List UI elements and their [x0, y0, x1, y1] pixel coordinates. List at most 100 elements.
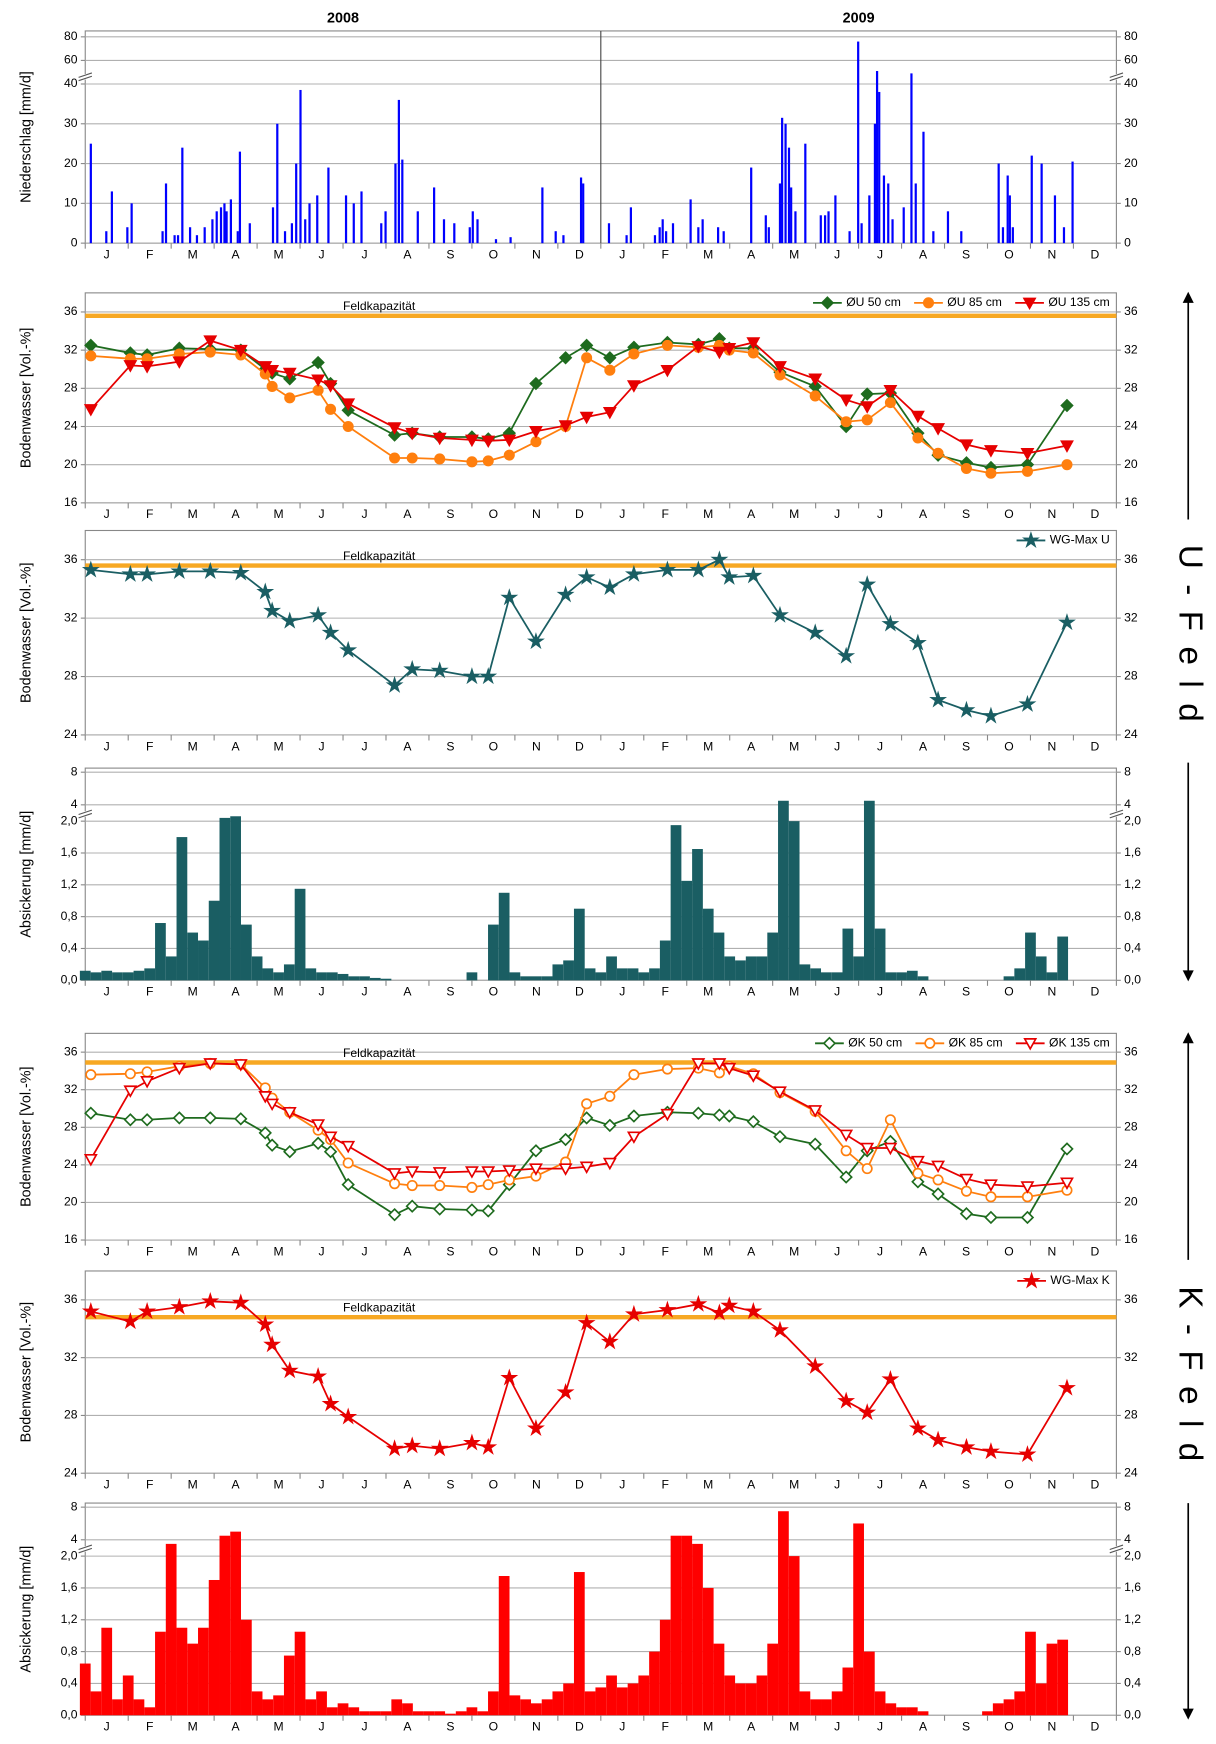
- axis-break: [78, 809, 93, 819]
- bar: [842, 1667, 854, 1716]
- bar: [821, 1699, 832, 1716]
- bar: [144, 1707, 156, 1716]
- bar: [573, 908, 585, 981]
- marker: [85, 350, 97, 362]
- bar: [283, 964, 295, 981]
- x-tick-label: F: [146, 739, 153, 753]
- marker: [138, 564, 157, 582]
- x-tick-label: M: [274, 507, 284, 521]
- x-tick-label: J: [834, 1478, 840, 1492]
- marker: [837, 646, 856, 664]
- marker: [839, 1170, 853, 1184]
- x-tick-label: A: [232, 985, 241, 999]
- bar: [750, 167, 753, 244]
- bar: [290, 223, 294, 244]
- marker: [883, 384, 898, 398]
- marker: [434, 453, 446, 465]
- x-tick-label: J: [834, 739, 840, 753]
- marker: [282, 1107, 297, 1120]
- marker: [265, 1138, 279, 1152]
- marker: [910, 410, 925, 424]
- x-tick-label: M: [703, 507, 713, 521]
- x-tick-label: A: [232, 1720, 241, 1734]
- y-tick-label: 2,0: [61, 1548, 78, 1562]
- bar: [195, 235, 199, 244]
- marker: [321, 623, 340, 641]
- plot-area: [84, 767, 1117, 981]
- x-tick-label: O: [489, 1720, 498, 1734]
- legend: WG-Max U: [1016, 531, 1110, 549]
- marker: [602, 406, 617, 420]
- legend-label: WG-Max K: [1050, 1273, 1109, 1287]
- marker: [529, 1144, 543, 1158]
- x-tick-label: N: [1048, 985, 1057, 999]
- marker: [773, 361, 787, 374]
- arrow-head: [1182, 1708, 1194, 1720]
- x-tick-label: O: [489, 739, 498, 753]
- bar: [273, 972, 284, 981]
- bar: [1006, 175, 1009, 244]
- x-tick-label: S: [446, 507, 454, 521]
- x-tick-label: S: [962, 1478, 970, 1492]
- bar: [316, 1691, 327, 1716]
- x-tick-label: F: [662, 1720, 669, 1734]
- x-tick-label: J: [877, 985, 883, 999]
- marker: [284, 392, 296, 404]
- marker: [808, 373, 823, 387]
- marker: [626, 380, 641, 393]
- bar: [187, 932, 199, 981]
- x-tick-label: O: [1004, 1244, 1013, 1258]
- marker: [481, 1204, 495, 1218]
- marker: [527, 1419, 545, 1437]
- bar: [616, 968, 628, 981]
- marker: [661, 1063, 673, 1075]
- bar: [471, 211, 474, 244]
- x-tick-label: O: [1004, 739, 1013, 753]
- y2-tick-label: 40: [1124, 76, 1138, 90]
- marker: [712, 1058, 727, 1071]
- marker: [123, 1113, 138, 1127]
- marker: [258, 1091, 273, 1104]
- y2-tick-label: 0,8: [1124, 1644, 1141, 1658]
- y2-tick-label: 60: [1124, 53, 1138, 67]
- bar: [476, 219, 479, 244]
- bar: [787, 147, 791, 244]
- marker: [1021, 1191, 1033, 1203]
- x-tick-label: A: [919, 507, 928, 521]
- marker: [579, 411, 594, 425]
- marker: [983, 445, 998, 458]
- x-tick-label: O: [1004, 248, 1013, 262]
- y-tick-label: 40: [64, 76, 78, 90]
- bar: [541, 976, 553, 981]
- marker: [881, 1369, 900, 1387]
- marker: [231, 1293, 250, 1311]
- marker: [141, 1066, 153, 1078]
- bar: [198, 940, 209, 981]
- x-tick-label: J: [319, 1244, 325, 1258]
- bar: [165, 956, 177, 981]
- bar: [394, 163, 397, 244]
- x-tick-label: M: [703, 739, 713, 753]
- y-tick-label: 20: [64, 156, 78, 170]
- bar: [702, 1587, 714, 1716]
- bar: [857, 41, 860, 244]
- marker: [280, 1361, 299, 1379]
- x-tick-label: J: [834, 985, 840, 999]
- marker: [339, 1407, 358, 1425]
- x-tick-label: D: [1091, 507, 1100, 521]
- x-tick-label: M: [789, 1720, 799, 1734]
- x-tick-label: A: [232, 1244, 241, 1258]
- x-tick-label: A: [747, 248, 756, 262]
- y-tick-label: 10: [64, 196, 78, 210]
- marker: [405, 427, 420, 441]
- legend-label: ØK 50 cm: [848, 1036, 902, 1050]
- marker: [140, 1113, 154, 1127]
- marker: [710, 550, 729, 568]
- bar: [352, 203, 355, 244]
- y2-tick-label: 4: [1124, 797, 1131, 811]
- marker: [385, 1439, 404, 1457]
- marker: [342, 1157, 354, 1169]
- x-tick-label: D: [575, 507, 584, 521]
- marker: [691, 1106, 706, 1120]
- marker: [1020, 447, 1035, 461]
